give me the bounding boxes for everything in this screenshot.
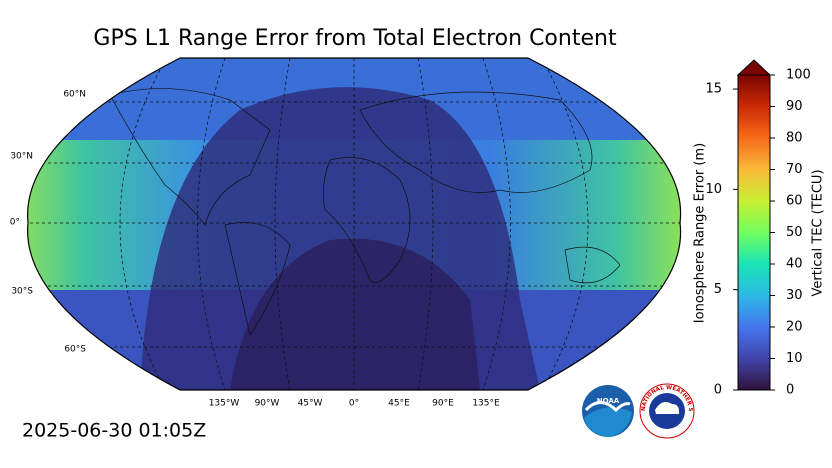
lon-label: 90°W [255, 399, 280, 409]
left-axis-label: Ionosphere Range Error (m) [693, 143, 708, 323]
lon-label: 135°E [472, 399, 500, 409]
lon-label: 45°W [298, 399, 323, 409]
lat-label: 30°N [10, 152, 33, 162]
lon-label: 90°E [432, 399, 454, 409]
colorbar [737, 74, 771, 391]
colorbar-extend [736, 59, 772, 76]
right-tick-label: 80 [786, 131, 803, 146]
lat-label: 60°S [64, 345, 86, 355]
lon-label: 45°E [388, 399, 410, 409]
lon-label: 0° [349, 399, 359, 409]
lat-label: 30°S [11, 287, 33, 297]
right-tick-label: 50 [786, 225, 803, 240]
noaa-text: NOAA [597, 397, 620, 405]
title: GPS L1 Range Error from Total Electron C… [93, 26, 617, 51]
right-tick-label: 40 [786, 257, 803, 272]
right-tick-label: 100 [786, 68, 811, 83]
left-tick-label: 0 [714, 383, 722, 398]
noaa-logo: NOAA [582, 385, 634, 437]
right-tick-label: 10 [786, 351, 803, 366]
right-tick-label: 90 [786, 99, 803, 114]
left-tick-label: 15 [705, 82, 722, 97]
timestamp: 2025-06-30 01:05Z [22, 420, 206, 442]
map-border [27, 57, 682, 391]
left-tick-label: 10 [705, 182, 722, 197]
right-tick-label: 60 [786, 194, 803, 209]
right-tick-label: 30 [786, 288, 803, 303]
lat-label: 60°N [63, 90, 86, 100]
right-tick-label: 20 [786, 320, 803, 335]
left-tick-label: 5 [714, 282, 722, 297]
lon-labels: 135°W 90°W 45°W 0° 45°E 90°E 135°E [209, 399, 500, 409]
right-tick-label: 70 [786, 162, 803, 177]
right-axis-label: Vertical TEC (TECU) [811, 169, 826, 296]
lon-label: 135°W [209, 399, 240, 409]
map [27, 58, 681, 390]
lat-label: 0° [10, 218, 20, 228]
colorbar-ticks: 0 5 10 15 0 10 20 30 40 50 60 70 80 90 100 [705, 68, 810, 398]
right-tick-label: 0 [786, 383, 794, 398]
